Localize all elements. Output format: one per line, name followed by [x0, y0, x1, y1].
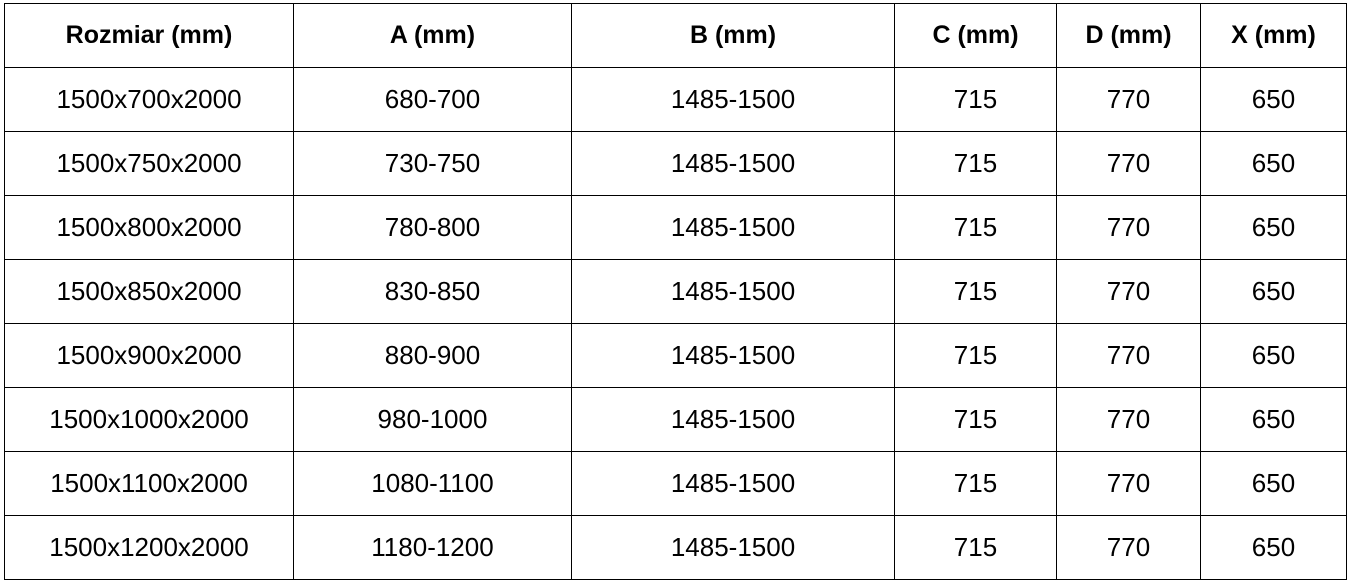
- table-cell: 1500x900x2000: [4, 323, 294, 388]
- table-cell: 770: [1056, 131, 1201, 196]
- table-row: 1500x1200x2000 1180-1200 1485-1500 715 770 65…: [4, 515, 1347, 580]
- table-cell: 730-750: [293, 131, 572, 196]
- table-row: 1500x700x2000 680-700 1485-1500 715 770 650: [4, 67, 1347, 132]
- column-header: D (mm): [1056, 3, 1201, 68]
- table-cell: 1485-1500: [571, 323, 895, 388]
- table-cell: 770: [1056, 451, 1201, 516]
- table-cell: 1500x1000x2000: [4, 387, 294, 452]
- table-cell: 1500x850x2000: [4, 259, 294, 324]
- table-cell: 650: [1200, 67, 1347, 132]
- table-cell: 1485-1500: [571, 515, 895, 580]
- table-cell: 650: [1200, 323, 1347, 388]
- table-cell: 1180-1200: [293, 515, 572, 580]
- table-cell: 780-800: [293, 195, 572, 260]
- dimensions-table: Rozmiar (mm) A (mm) B (mm) C (mm) D (mm) X (m…: [4, 3, 1347, 580]
- table-cell: 715: [894, 259, 1057, 324]
- table-row: 1500x800x2000 780-800 1485-1500 715 770 650: [4, 195, 1347, 260]
- table-cell: 770: [1056, 195, 1201, 260]
- table-cell: 1485-1500: [571, 131, 895, 196]
- table-cell: 650: [1200, 387, 1347, 452]
- table-cell: 715: [894, 451, 1057, 516]
- table-cell: 770: [1056, 387, 1201, 452]
- table-cell: 650: [1200, 131, 1347, 196]
- column-header: B (mm): [571, 3, 895, 68]
- table-cell: 1500x1100x2000: [4, 451, 294, 516]
- table-cell: 1485-1500: [571, 195, 895, 260]
- table-cell: 880-900: [293, 323, 572, 388]
- table-cell: 715: [894, 131, 1057, 196]
- table-cell: 650: [1200, 195, 1347, 260]
- table-row: 1500x850x2000 830-850 1485-1500 715 770 650: [4, 259, 1347, 324]
- table-cell: 715: [894, 195, 1057, 260]
- column-header: C (mm): [894, 3, 1057, 68]
- table-cell: 1485-1500: [571, 259, 895, 324]
- table-cell: 1500x800x2000: [4, 195, 294, 260]
- column-header: Rozmiar (mm): [4, 3, 294, 68]
- table-cell: 650: [1200, 515, 1347, 580]
- table-cell: 680-700: [293, 67, 572, 132]
- table-cell: 1500x750x2000: [4, 131, 294, 196]
- table-cell: 770: [1056, 259, 1201, 324]
- table-cell: 715: [894, 67, 1057, 132]
- table-cell: 1500x1200x2000: [4, 515, 294, 580]
- table-cell: 715: [894, 515, 1057, 580]
- table-cell: 1080-1100: [293, 451, 572, 516]
- table-cell: 830-850: [293, 259, 572, 324]
- table-cell: 715: [894, 323, 1057, 388]
- table-row: 1500x1000x2000 980-1000 1485-1500 715 770 650: [4, 387, 1347, 452]
- column-header: A (mm): [293, 3, 572, 68]
- table-cell: 770: [1056, 515, 1201, 580]
- table-row: 1500x900x2000 880-900 1485-1500 715 770 650: [4, 323, 1347, 388]
- table-cell: 1485-1500: [571, 387, 895, 452]
- table-cell: 1485-1500: [571, 451, 895, 516]
- table-cell: 715: [894, 387, 1057, 452]
- table-row: 1500x750x2000 730-750 1485-1500 715 770 650: [4, 131, 1347, 196]
- column-header: X (mm): [1200, 3, 1347, 68]
- table-cell: 650: [1200, 451, 1347, 516]
- table-cell: 770: [1056, 323, 1201, 388]
- table-cell: 1500x700x2000: [4, 67, 294, 132]
- table-cell: 770: [1056, 67, 1201, 132]
- table-cell: 1485-1500: [571, 67, 895, 132]
- table-cell: 980-1000: [293, 387, 572, 452]
- table-cell: 650: [1200, 259, 1347, 324]
- header-row: Rozmiar (mm) A (mm) B (mm) C (mm) D (mm) X (m…: [4, 3, 1347, 68]
- table-row: 1500x1100x2000 1080-1100 1485-1500 715 770 65…: [4, 451, 1347, 516]
